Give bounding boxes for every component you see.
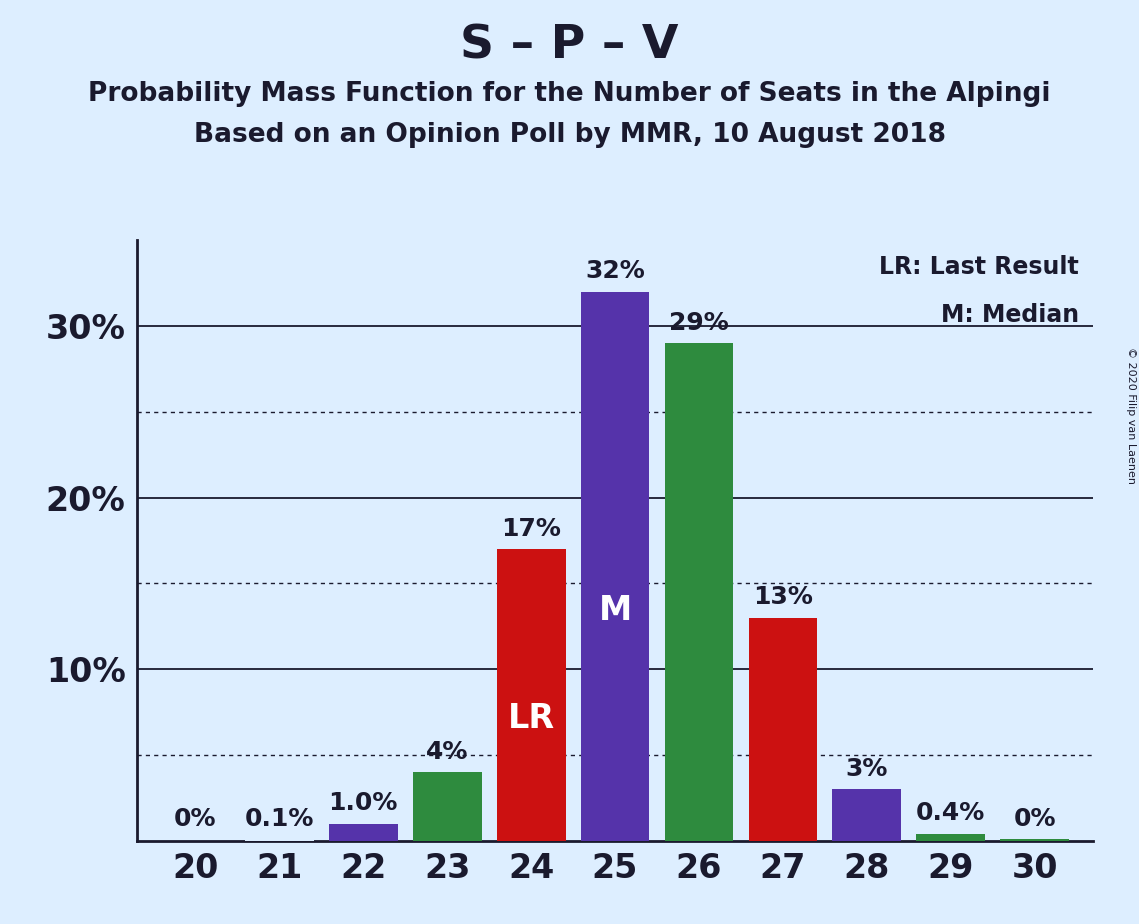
Text: LR: LR: [508, 702, 555, 735]
Bar: [1000, 839, 1070, 841]
Text: 29%: 29%: [669, 310, 729, 334]
Text: M: Median: M: Median: [941, 303, 1079, 327]
Text: M: M: [598, 594, 632, 626]
Text: LR: Last Result: LR: Last Result: [879, 255, 1079, 279]
Bar: [664, 343, 734, 841]
Bar: [497, 549, 566, 841]
Text: Probability Mass Function for the Number of Seats in the Alpingi: Probability Mass Function for the Number…: [88, 81, 1051, 107]
Bar: [329, 823, 398, 841]
Bar: [833, 789, 901, 841]
Bar: [412, 772, 482, 841]
Bar: [917, 834, 985, 841]
Text: 0.1%: 0.1%: [245, 807, 314, 831]
Text: 4%: 4%: [426, 739, 468, 763]
Text: 1.0%: 1.0%: [328, 791, 398, 815]
Text: © 2020 Filip van Laenen: © 2020 Filip van Laenen: [1126, 347, 1136, 484]
Bar: [748, 618, 818, 841]
Text: 17%: 17%: [501, 517, 562, 541]
Text: 3%: 3%: [845, 757, 888, 781]
Text: 0%: 0%: [174, 807, 216, 831]
Bar: [581, 292, 649, 841]
Text: 32%: 32%: [585, 259, 645, 283]
Bar: [245, 839, 313, 841]
Text: S – P – V: S – P – V: [460, 23, 679, 68]
Text: Based on an Opinion Poll by MMR, 10 August 2018: Based on an Opinion Poll by MMR, 10 Augu…: [194, 122, 945, 148]
Text: 13%: 13%: [753, 585, 813, 609]
Text: 0%: 0%: [1014, 807, 1056, 831]
Text: 0.4%: 0.4%: [916, 801, 985, 825]
